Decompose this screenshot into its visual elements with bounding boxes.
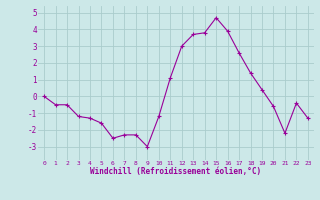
- X-axis label: Windchill (Refroidissement éolien,°C): Windchill (Refroidissement éolien,°C): [91, 167, 261, 176]
